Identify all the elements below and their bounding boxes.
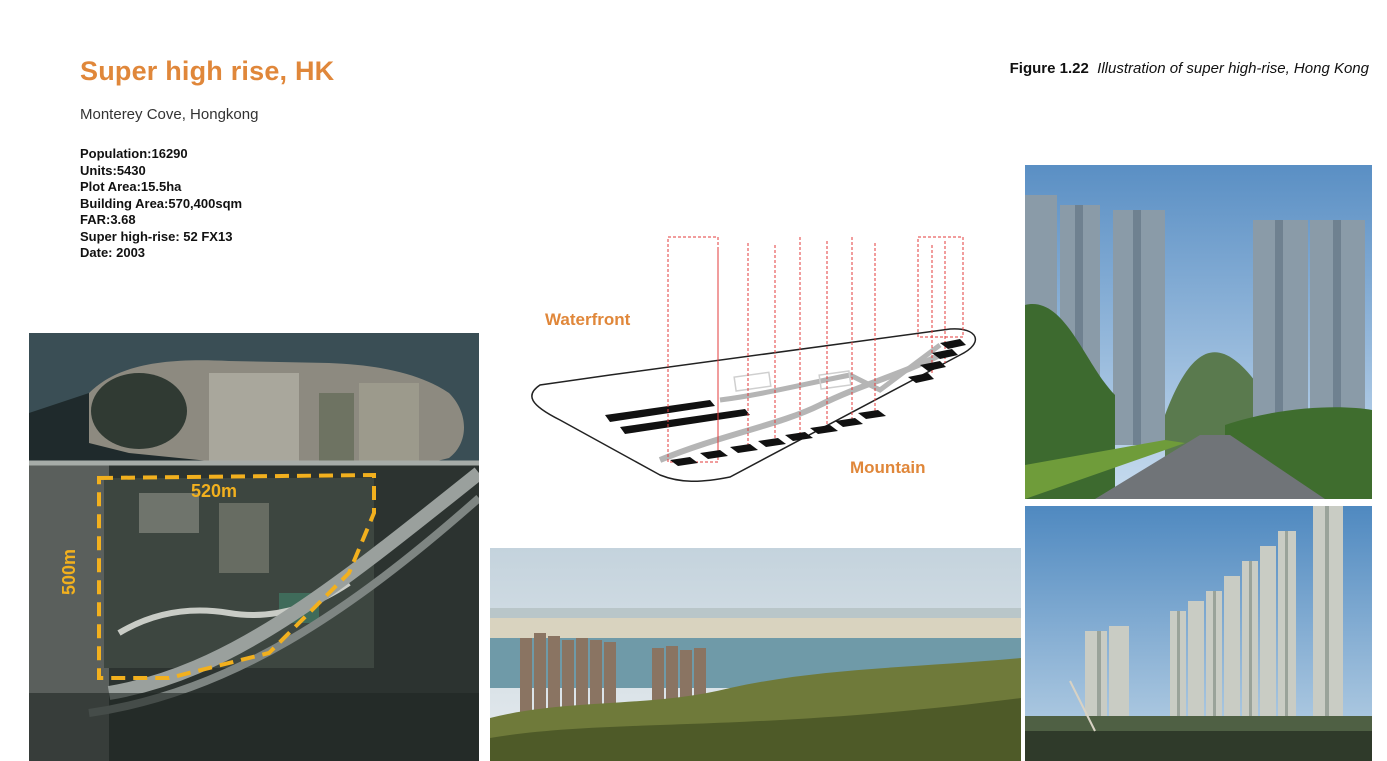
bay-view-photo (490, 548, 1021, 761)
stat-plot-area: Plot Area:15.5ha (80, 179, 182, 194)
waterfront-label: Waterfront (545, 310, 631, 329)
mountain-label: Mountain (850, 458, 926, 477)
figure-caption: Figure 1.22 Illustration of super high-r… (1010, 60, 1369, 77)
tower-row-photo (1025, 506, 1372, 761)
site-width-label: 520m (191, 481, 238, 501)
stat-units: Units:5430 (80, 162, 146, 178)
figure-label: Figure 1.22 (1009, 60, 1089, 77)
site-axonometric-diagram: Waterfront Mountain (520, 225, 990, 510)
site-height-label: 500m (59, 548, 79, 595)
stat-far: FAR:3.68 (80, 212, 136, 227)
stat-building-area: Building Area:570,400sqm (80, 195, 243, 211)
project-stats: Population:16290 Units:5430 Plot Area:15… (80, 146, 242, 262)
street-view-photo (1025, 165, 1372, 499)
aerial-site-map: 520m 500m (29, 333, 479, 761)
figure-caption-text: Illustration of super high-rise, Hong Ko… (1097, 60, 1369, 77)
stat-date: Date: 2003 (80, 245, 146, 260)
stat-population: Population:16290 (80, 146, 188, 161)
stat-super-high-rise: Super high-rise: 52 FX13 (80, 228, 233, 244)
page-subtitle: Monterey Cove, Hongkong (80, 106, 259, 123)
page-title: Super high rise, HK (80, 56, 335, 86)
